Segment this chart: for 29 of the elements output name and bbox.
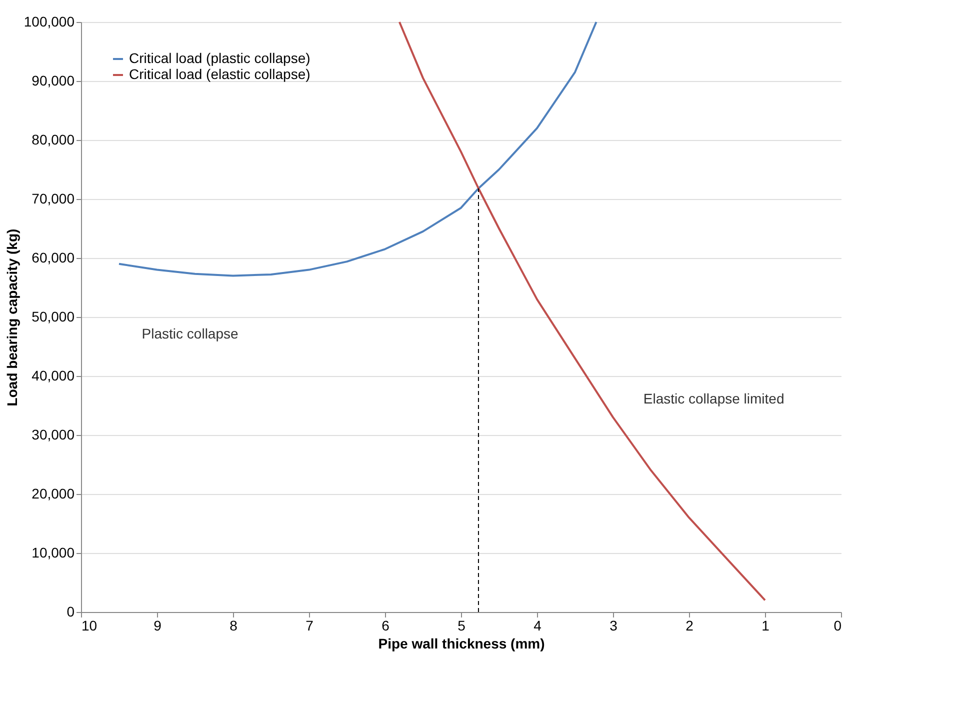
- y-tick-label: 100,000: [24, 14, 75, 30]
- y-tick-label: 30,000: [32, 426, 75, 442]
- x-tick-label: 9: [154, 618, 162, 634]
- x-tick-label: 2: [686, 618, 694, 634]
- x-tick-label: 1: [762, 618, 770, 634]
- y-axis-title: Load bearing capacity (kg): [4, 228, 20, 406]
- y-tick-label: 70,000: [32, 190, 75, 206]
- y-tick-label: 60,000: [32, 250, 75, 266]
- line-series: [118, 21, 598, 277]
- x-axis-title: Pipe wall thickness (mm): [378, 636, 545, 652]
- y-tick-label: 50,000: [32, 308, 75, 324]
- y-tick-label: 10,000: [32, 544, 75, 560]
- y-tick-label: 90,000: [32, 72, 75, 88]
- x-tick-label: 0: [834, 618, 842, 634]
- x-tick-label: 5: [458, 618, 466, 634]
- x-tick-label: 4: [534, 618, 542, 634]
- x-tick-label: 8: [230, 618, 238, 634]
- y-tick-label: 0: [66, 604, 75, 620]
- legend-label: Critical load (plastic collapse): [129, 50, 310, 66]
- x-tick-label: 7: [306, 618, 314, 634]
- annotation: Elastic collapse limited: [643, 390, 784, 407]
- y-tick-label: 40,000: [32, 368, 75, 384]
- legend-label: Critical load (elastic collapse): [129, 66, 310, 82]
- y-tick-label: 80,000: [32, 132, 75, 148]
- x-tick-label: 3: [610, 618, 618, 634]
- x-tick-label: 6: [382, 618, 390, 634]
- x-tick-label: 10: [82, 618, 98, 634]
- annotation: Plastic collapse: [142, 326, 239, 342]
- y-tick-label: 20,000: [32, 486, 75, 502]
